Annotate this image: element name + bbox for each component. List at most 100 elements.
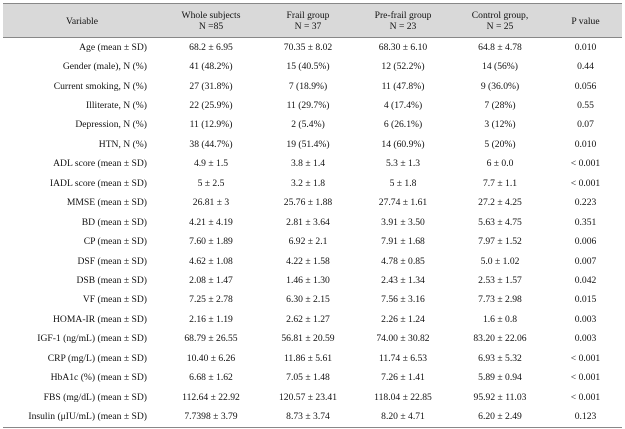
- cell-whole-subjects: 5 ± 2.5: [197, 177, 225, 189]
- cell-variable: VF (mean ± SD): [82, 294, 147, 306]
- cell-p-value: 0.056: [574, 80, 597, 92]
- cell-prefrail: 2.26 ± 1.24: [381, 313, 425, 325]
- cell-frail: 3.2 ± 1.8: [290, 177, 326, 189]
- cell-prefrail: 11 (47.8%): [381, 80, 425, 92]
- cell-prefrail: 3.91 ± 3.50: [381, 216, 425, 228]
- cell-variable: FBS (mg/dL) (mean ± SD): [43, 391, 147, 403]
- table-row: Illiterate, N (%) 22 (25.9%) 11 (29.7%) 4 (…: [3, 96, 622, 115]
- cell-whole-subjects: 68.79 ± 26.55: [184, 333, 238, 345]
- table-row: ADL score (mean ± SD) 4.9 ± 1.5 3.8 ± 1.4 5…: [3, 155, 622, 174]
- table-row: Gender (male), N (%) 41 (48.2%) 15 (40.5%)…: [3, 57, 622, 76]
- cell-frail: 120.57 ± 23.41: [278, 391, 338, 403]
- cell-prefrail: 7.56 ± 3.16: [381, 294, 425, 306]
- cell-frail: 15 (40.5%): [286, 61, 330, 73]
- cell-prefrail: 4 (17.4%): [383, 100, 423, 112]
- cell-p-value: < 0.001: [570, 352, 601, 364]
- cell-variable: HTN, N (%): [98, 138, 147, 150]
- cell-frail: 11.86 ± 5.61: [283, 352, 333, 364]
- table-row: BD (mean ± SD) 4.21 ± 4.19 2.81 ± 3.64 3.91…: [3, 213, 622, 232]
- cell-frail: 6.92 ± 2.1: [288, 236, 328, 248]
- cell-prefrail: 5.3 ± 1.3: [385, 158, 421, 170]
- data-table: Variable Whole subjects N =85 Frail group…: [3, 3, 622, 428]
- cell-p-value: 0.55: [577, 100, 594, 112]
- table-row: IGF-1 (ng/mL) (mean ± SD) 68.79 ± 26.55 56…: [3, 330, 622, 349]
- table-row: VF (mean ± SD) 7.25 ± 2.78 6.30 ± 2.15 7.56…: [3, 291, 622, 310]
- cell-variable: DSB (mean ± SD): [76, 274, 147, 286]
- cell-whole-subjects: 11 (12.9%): [189, 119, 233, 131]
- cell-p-value: 0.223: [574, 197, 597, 209]
- cell-variable: Current smoking, N (%): [53, 80, 147, 92]
- cell-frail: 70.35 ± 8.02: [283, 41, 333, 53]
- cell-whole-subjects: 41 (48.2%): [189, 61, 233, 73]
- cell-prefrail: 11.74 ± 6.53: [378, 352, 428, 364]
- cell-whole-subjects: 7.60 ± 1.89: [189, 236, 233, 248]
- cell-control: 3 (12%): [484, 119, 516, 131]
- table-row: Age (mean ± SD) 68.2 ± 6.95 70.35 ± 8.02 68…: [3, 38, 622, 58]
- cell-control: 7.97 ± 1.52: [478, 236, 522, 248]
- cell-control: 5.89 ± 0.94: [478, 372, 522, 384]
- table-row: Insulin (μIU/mL) (mean ± SD) 7.7398 ± 3.7…: [3, 407, 622, 428]
- table-row: CRP (mg/L) (mean ± SD) 10.40 ± 6.26 11.86 …: [3, 349, 622, 368]
- header-control-group: Control group, N = 25: [471, 10, 529, 32]
- table-row: DSB (mean ± SD) 2.08 ± 1.47 1.46 ± 1.30 2.4…: [3, 271, 622, 290]
- cell-control: 5.0 ± 1.02: [480, 255, 520, 267]
- table-row: IADL score (mean ± SD) 5 ± 2.5 3.2 ± 1.8 5 …: [3, 174, 622, 193]
- table-row: HTN, N (%) 38 (44.7%) 19 (51.4%) 14 (60.9%)…: [3, 135, 622, 154]
- cell-frail: 7 (18.9%): [288, 80, 328, 92]
- table-row: CP (mean ± SD) 7.60 ± 1.89 6.92 ± 2.1 7.91 …: [3, 232, 622, 251]
- cell-frail: 7.05 ± 1.48: [286, 372, 330, 384]
- header-frail-group: Frail group N = 37: [286, 10, 330, 32]
- cell-frail: 4.22 ± 1.58: [286, 255, 330, 267]
- cell-frail: 56.81 ± 20.59: [281, 333, 335, 345]
- table-row: HOMA-IR (mean ± SD) 2.16 ± 1.19 2.62 ± 1.2…: [3, 310, 622, 329]
- cell-prefrail: 74.00 ± 30.82: [376, 333, 430, 345]
- cell-frail: 25.76 ± 1.88: [283, 197, 333, 209]
- cell-variable: CRP (mg/L) (mean ± SD): [47, 352, 147, 364]
- cell-frail: 2 (5.4%): [291, 119, 325, 131]
- table-row: Current smoking, N (%) 27 (31.8%) 7 (18.9%…: [3, 77, 622, 96]
- cell-p-value: < 0.001: [570, 177, 601, 189]
- cell-p-value: 0.44: [577, 61, 594, 73]
- cell-variable: Gender (male), N (%): [62, 61, 147, 73]
- cell-control: 1.6 ± 0.8: [482, 313, 518, 325]
- cell-whole-subjects: 27 (31.8%): [189, 80, 233, 92]
- cell-whole-subjects: 10.40 ± 6.26: [186, 352, 236, 364]
- header-row: Variable Whole subjects N =85 Frail group…: [3, 3, 622, 38]
- cell-variable: IADL score (mean ± SD): [49, 177, 147, 189]
- cell-frail: 6.30 ± 2.15: [286, 294, 330, 306]
- cell-p-value: 0.003: [574, 333, 597, 345]
- cell-whole-subjects: 2.08 ± 1.47: [189, 274, 233, 286]
- cell-variable: ADL score (mean ± SD): [53, 158, 147, 170]
- cell-variable: Insulin (μIU/mL) (mean ± SD): [3, 407, 161, 428]
- cell-prefrail: 14 (60.9%): [381, 138, 425, 150]
- cell-variable: IGF-1 (ng/mL) (mean ± SD): [37, 333, 147, 345]
- cell-prefrail: 4.78 ± 0.85: [381, 255, 425, 267]
- table-row: MMSE (mean ± SD) 26.81 ± 3 25.76 ± 1.88 27.…: [3, 194, 622, 213]
- table-row: HbA1c (%) (mean ± SD) 6.68 ± 1.62 7.05 ± 1…: [3, 368, 622, 387]
- cell-variable: BD (mean ± SD): [81, 216, 147, 228]
- cell-whole-subjects: 38 (44.7%): [189, 138, 233, 150]
- cell-prefrail: 5 ± 1.8: [389, 177, 417, 189]
- cell-p-value: 0.006: [574, 236, 597, 248]
- cell-variable: Depression, N (%): [75, 119, 147, 131]
- cell-whole-subjects: 26.81 ± 3: [192, 197, 230, 209]
- cell-prefrail: 7.91 ± 1.68: [381, 236, 425, 248]
- cell-whole-subjects: 4.9 ± 1.5: [193, 158, 229, 170]
- data-table-container: Variable Whole subjects N =85 Frail group…: [3, 3, 622, 428]
- cell-whole-subjects: 6.68 ± 1.62: [189, 372, 233, 384]
- cell-variable: Illiterate, N (%): [86, 100, 147, 112]
- cell-p-value: 0.010: [574, 138, 597, 150]
- table-row: FBS (mg/dL) (mean ± SD) 112.64 ± 22.92 120…: [3, 388, 622, 407]
- cell-control: 2.53 ± 1.57: [478, 274, 522, 286]
- cell-control: 7.73 ± 2.98: [478, 294, 522, 306]
- cell-frail: 3.8 ± 1.4: [290, 158, 326, 170]
- cell-p-value: 0.042: [574, 274, 597, 286]
- cell-prefrail: 8.20 ± 4.71: [355, 407, 451, 428]
- cell-p-value: 0.351: [574, 216, 597, 228]
- cell-frail: 8.73 ± 3.74: [261, 407, 355, 428]
- cell-control: 7 (28%): [484, 100, 516, 112]
- cell-prefrail: 12 (52.2%): [381, 61, 425, 73]
- cell-whole-subjects: 68.2 ± 6.95: [189, 41, 233, 53]
- cell-frail: 11 (29.7%): [286, 100, 330, 112]
- header-p-value: P value: [571, 15, 600, 27]
